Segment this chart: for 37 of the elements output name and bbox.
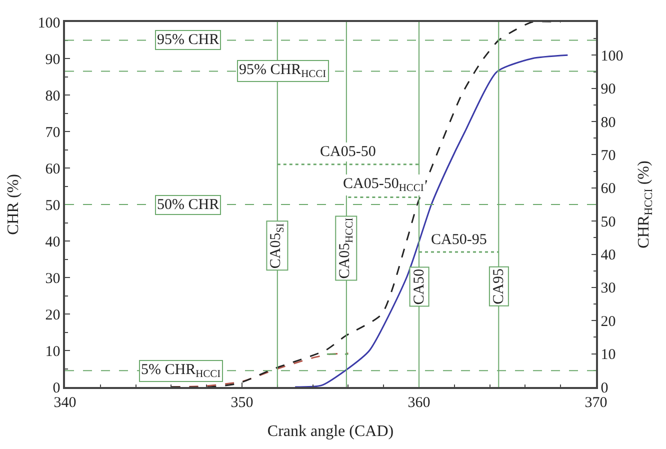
annotation: CA05-50$_{HCCI}$: [343, 176, 424, 194]
ref-line-label: 95% CHR$_{HCCI}$: [239, 62, 327, 80]
y-tick-label: 50: [45, 198, 60, 214]
y-tick-label: 60: [45, 161, 60, 178]
y-tick-label: 90: [45, 52, 60, 68]
y-tick-label: 0: [52, 380, 60, 396]
ref-line-label: 50% CHR: [157, 197, 220, 213]
y-tick-label: 40: [45, 234, 60, 250]
ref-line-label: 5% CHR$_{HCCI}$: [141, 362, 222, 380]
y2-tick-label: 50: [600, 214, 616, 230]
y2-tick-label: 100: [600, 48, 624, 64]
y2-tick-label: 80: [600, 114, 616, 131]
annotation: CA05-50: [320, 144, 376, 160]
y-tick-label: 80: [45, 88, 60, 104]
y-tick-label: 10: [45, 344, 60, 360]
y-axis-title: CHR (%): [5, 174, 22, 235]
y2-tick-label: 30: [600, 280, 616, 297]
x-tick-label: 370: [584, 394, 608, 411]
y2-tick-label: 60: [600, 181, 616, 198]
ref-line-label: CA95: [490, 268, 507, 304]
ref-line-label: CA50: [411, 268, 428, 305]
x-axis-title: Crank angle (CAD): [267, 422, 394, 440]
y-tick-label: 100: [38, 15, 60, 32]
y2-tick-label: 20: [600, 314, 616, 330]
y-tick-label: 30: [45, 270, 60, 287]
y2-tick-label: 90: [600, 82, 616, 98]
y2-tick-label: 10: [600, 347, 616, 364]
x-tick-label: 360: [408, 394, 430, 411]
y2-tick-label: 40: [600, 248, 616, 264]
y2-tick-label: 70: [600, 148, 616, 164]
y-tick-label: 20: [45, 307, 60, 324]
annotation: CA50-95: [431, 232, 487, 248]
y2-tick-label: 0: [600, 380, 608, 396]
y-tick-label: 70: [45, 124, 60, 141]
x-tick-label: 350: [230, 394, 254, 411]
x-tick-label: 340: [54, 394, 76, 411]
ref-line-label: 95% CHR: [157, 32, 220, 48]
